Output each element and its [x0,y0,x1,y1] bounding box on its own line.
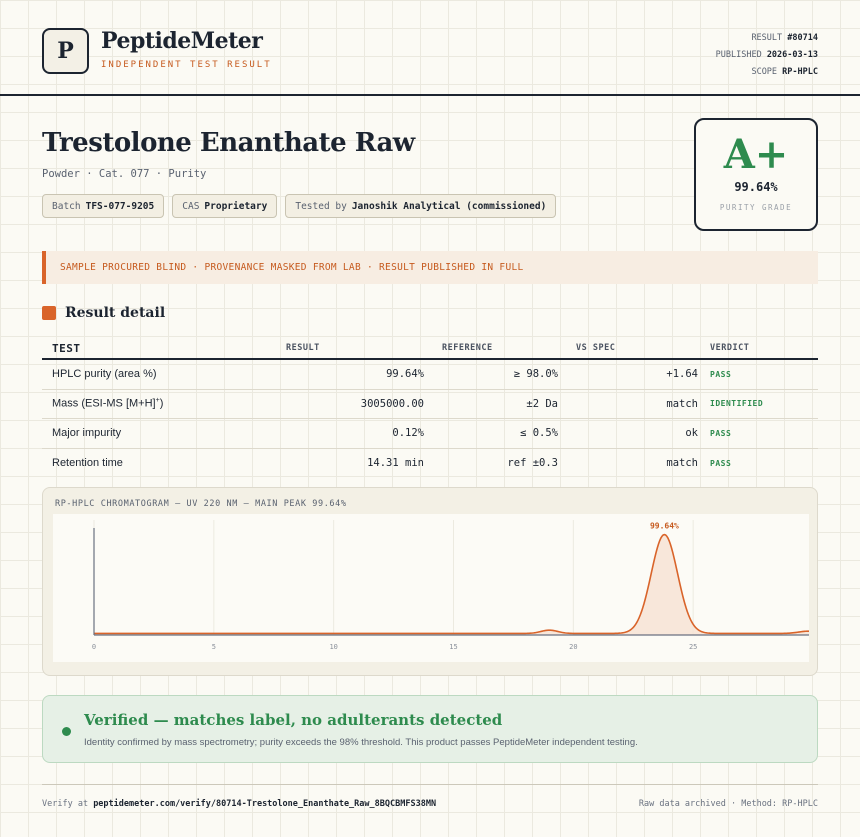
test-vs-spec: match [666,397,698,410]
footer-verify: Verify at peptidemeter.com/verify/80714-… [42,799,436,809]
test-result: 99.64% [386,368,424,381]
table-row: Retention time 14.31 min ref ±0.3 match … [42,449,818,479]
peak-annotation: 99.64% [650,522,679,531]
test-name: Major impurity [52,427,122,440]
header: P PeptideMeter INDEPENDENT TEST RESULT R… [0,0,860,96]
col-vs-spec-header: VS SPEC [576,343,616,353]
grade-value: 99.64% [734,180,778,194]
col-reference-header: REFERENCE [442,343,493,353]
tested-by-chip: Tested by Janoshik Analytical (commission… [285,194,557,218]
test-result: 3005000.00 [360,397,424,410]
x-tick-label: 0 [92,643,96,651]
verified-title: Verified — matches label, no adulterants… [84,711,503,729]
result-id: #80714 [787,33,818,43]
test-name-text: Mass (ESI-MS [M+H] [52,398,156,411]
chromatogram-chart: 051015202530min 99.64% [53,514,809,662]
verdict-badge: PASS [710,458,732,468]
test-name-end: ) [159,398,164,411]
x-tick-label: 20 [569,643,577,651]
chromatogram-line [94,533,809,635]
purity-grade-card: A+ 99.64% PURITY GRADE [694,118,818,231]
results-table: TEST RESULT REFERENCE VS SPEC VERDICT HP… [42,338,818,478]
chip-label: Tested by [295,200,347,212]
test-reference: ref ±0.3 [507,457,558,470]
grade-letter: A+ [723,131,789,178]
chromatogram-card: RP-HPLC CHROMATOGRAM — UV 220 NM — MAIN … [42,487,818,676]
x-tick-label: 10 [329,643,337,651]
col-result-header: RESULT [286,343,320,353]
chip-label: CAS [182,200,200,212]
chip-value: Proprietary [204,200,268,212]
table-row: Mass (ESI-MS [M+H]+) 3005000.00 ±2 Da ma… [42,390,818,419]
test-name: Retention time [52,457,123,470]
chart-plot-bg [53,514,809,662]
verify-link[interactable]: peptidemeter.com/verify/80714-Trestolone… [93,799,437,809]
verified-banner: Verified — matches label, no adulterants… [42,695,818,763]
test-name: Mass (ESI-MS [M+H]+) [42,397,242,410]
verdict-badge: IDENTIFIED [710,399,764,409]
brand-tagline: INDEPENDENT TEST RESULT [101,60,272,70]
verdict-badge: PASS [710,428,732,438]
test-name-sup: + [155,397,160,405]
verify-label: Verify at [42,799,89,809]
brand-logo[interactable]: P [42,28,89,74]
cas-chip: CAS Proprietary [172,194,278,218]
batch-chip: Batch TFS-077-9205 [42,194,165,218]
test-result: 0.12% [392,427,424,440]
test-vs-spec: match [666,457,698,470]
section-title: Result detail [65,305,166,321]
table-row: HPLC purity (area %) 99.64% ≥ 98.0% +1.6… [42,360,818,390]
x-tick-labels: 051015202530min [92,643,809,651]
table-header-row: TEST RESULT REFERENCE VS SPEC VERDICT [42,338,818,360]
test-reference: ≤ 0.5% [520,427,558,440]
table-row: Major impurity 0.12% ≤ 0.5% ok PASS [42,419,818,449]
test-reference: ≥ 98.0% [513,368,558,381]
product-subtitle: Powder · Cat. 077 · Purity [42,168,207,180]
product-chips: Batch TFS-077-9205 CAS Proprietary Tested … [42,194,557,218]
x-tick-label: 15 [449,643,457,651]
result-label: RESULT [751,33,783,43]
chip-value: TFS-077-9205 [85,200,155,212]
x-tick-label: 5 [212,643,216,651]
grade-label: PURITY GRADE [719,203,793,212]
chip-label: Batch [52,200,81,212]
col-verdict-header: VERDICT [710,343,750,353]
verified-dot-icon [62,727,71,736]
chip-value: Janoshik Analytical (commissioned) [351,200,547,212]
test-result: 14.31 min [367,457,424,470]
result-meta: RESULT #80714 PUBLISHED 2026-03-13 SCOPE… [716,30,818,81]
footer-method: Raw data archived · Method: RP-HPLC [638,799,818,809]
published-label: PUBLISHED [715,50,762,60]
col-test-header: TEST [52,341,81,355]
x-tick-label: 25 [689,643,697,651]
test-vs-spec: +1.64 [666,368,698,381]
scope-label: SCOPE [751,67,778,77]
chromatogram-area [94,534,809,635]
verified-description: Identity confirmed by mass spectrometry;… [84,737,638,748]
notice-banner: SAMPLE PROCURED BLIND · PROVENANCE MASKE… [42,251,818,284]
published-date: 2026-03-13 [766,50,818,60]
test-reference: ±2 Da [526,397,558,410]
scope-value: RP-HPLC [782,67,818,77]
chart-title: RP-HPLC CHROMATOGRAM — UV 220 NM — MAIN … [55,499,347,509]
product-title: Trestolone Enanthate Raw [42,128,415,158]
section-marker-icon [42,306,56,320]
test-vs-spec: ok [685,427,698,440]
test-name: HPLC purity (area %) [52,368,157,381]
verdict-badge: PASS [710,369,732,379]
brand-name[interactable]: PeptideMeter [101,28,263,54]
footer-divider [42,784,818,785]
